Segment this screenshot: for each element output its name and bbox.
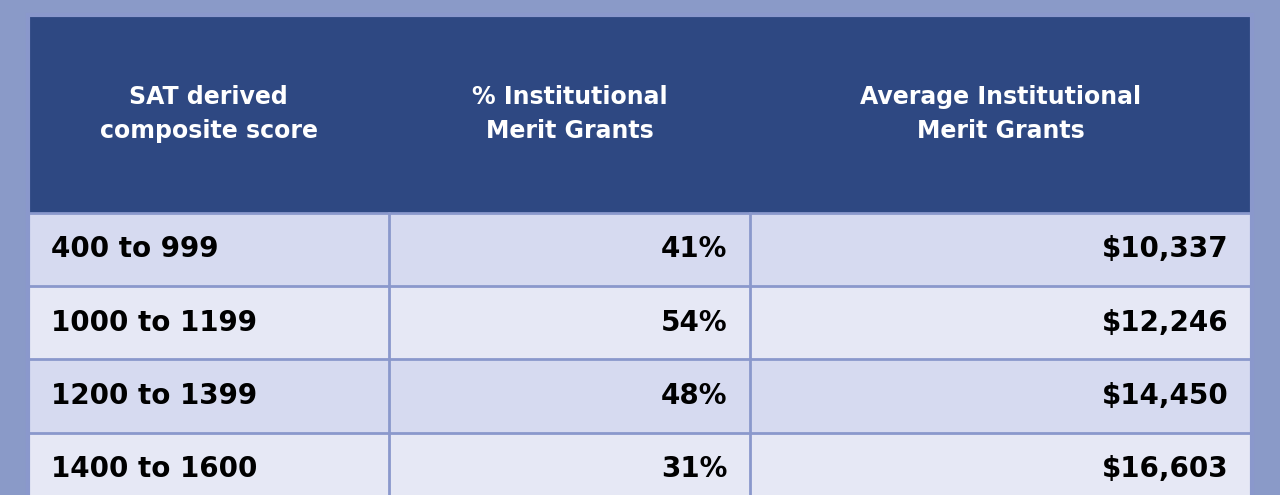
- Text: 400 to 999: 400 to 999: [51, 236, 219, 263]
- Text: 1200 to 1399: 1200 to 1399: [51, 382, 257, 410]
- Text: 54%: 54%: [660, 309, 727, 337]
- Text: $12,246: $12,246: [1102, 309, 1229, 337]
- Text: $10,337: $10,337: [1102, 236, 1229, 263]
- Text: 1000 to 1199: 1000 to 1199: [51, 309, 257, 337]
- Bar: [389, 433, 750, 495]
- Text: $14,450: $14,450: [1102, 382, 1229, 410]
- Bar: [750, 359, 1252, 433]
- Bar: [28, 359, 389, 433]
- Text: 41%: 41%: [660, 236, 727, 263]
- Text: 31%: 31%: [660, 455, 727, 483]
- Bar: [28, 15, 389, 213]
- Bar: [750, 433, 1252, 495]
- Text: SAT derived
composite score: SAT derived composite score: [100, 85, 317, 143]
- Text: 48%: 48%: [660, 382, 727, 410]
- Text: $16,603: $16,603: [1102, 455, 1229, 483]
- Bar: [389, 213, 750, 286]
- Bar: [28, 286, 389, 359]
- Bar: [28, 213, 389, 286]
- Bar: [389, 15, 750, 213]
- Bar: [28, 433, 389, 495]
- Bar: [750, 15, 1252, 213]
- Bar: [750, 213, 1252, 286]
- Text: Average Institutional
Merit Grants: Average Institutional Merit Grants: [860, 85, 1142, 143]
- Bar: [389, 286, 750, 359]
- Text: 1400 to 1600: 1400 to 1600: [51, 455, 257, 483]
- Bar: [389, 359, 750, 433]
- Text: % Institutional
Merit Grants: % Institutional Merit Grants: [472, 85, 667, 143]
- Bar: [750, 286, 1252, 359]
